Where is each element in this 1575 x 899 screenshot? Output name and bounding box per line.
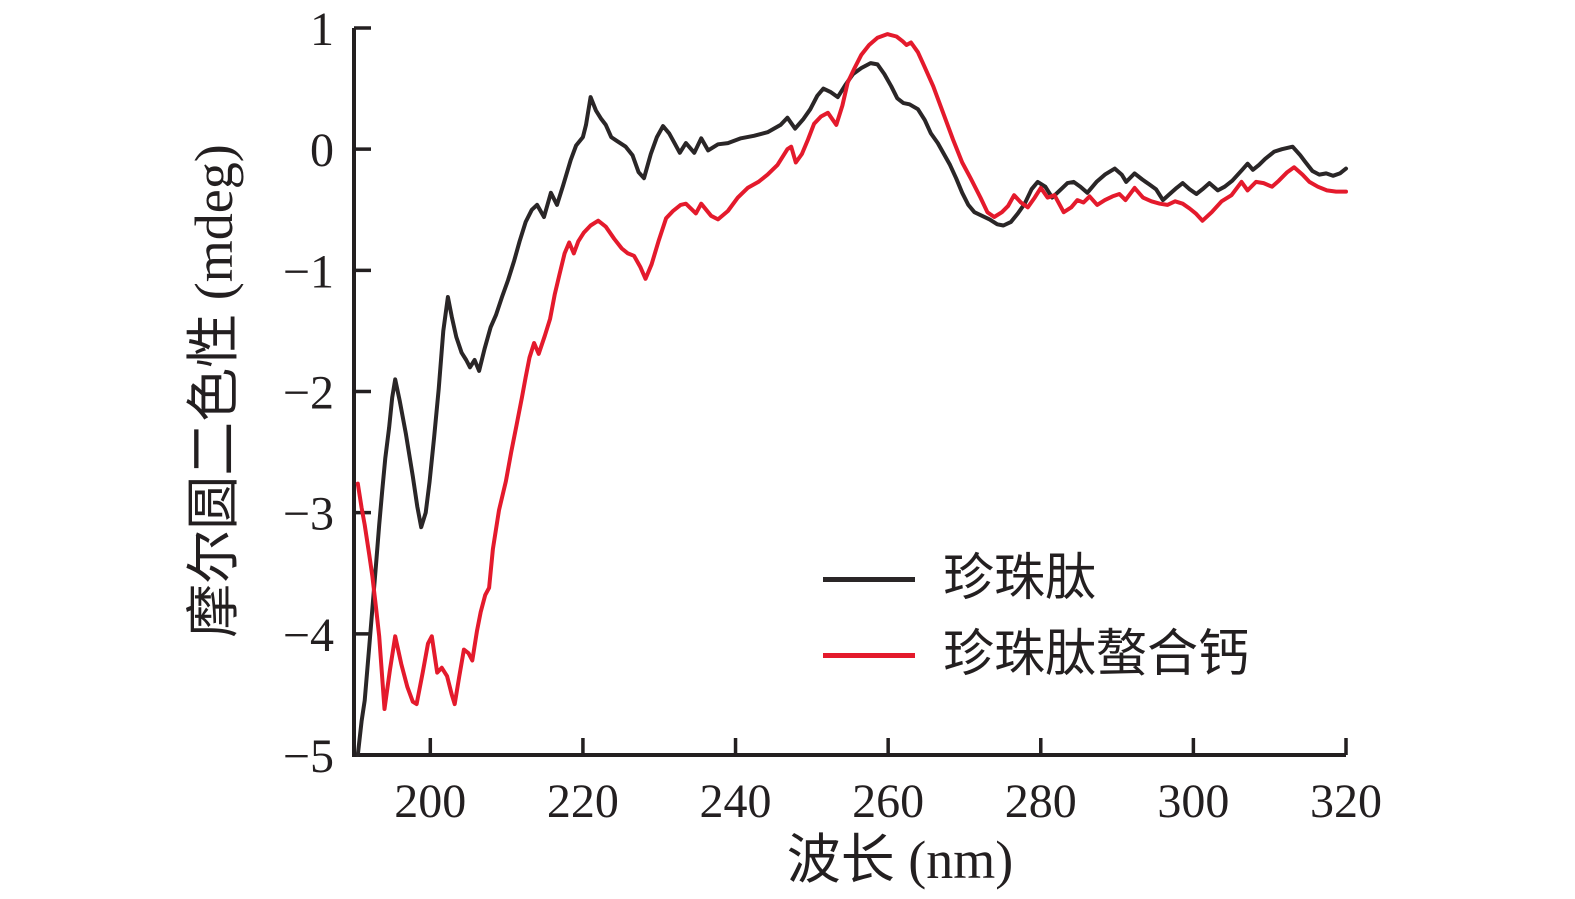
legend-item-pearl-peptide: 珍珠肽	[823, 548, 1249, 610]
x-axis-label: 波长 (nm)	[787, 830, 1013, 890]
data-series	[355, 32, 1348, 757]
x-tick-label: 280	[1005, 775, 1077, 828]
x-tick-label: 240	[700, 775, 772, 828]
black-line-swatch	[823, 576, 915, 582]
series-line-0	[355, 61, 1348, 757]
x-tick-label: 260	[852, 775, 924, 828]
x-tick-label: 220	[547, 775, 619, 828]
legend-item-pearl-peptide-chelated-calcium: 珍珠肽螯合钙	[823, 624, 1249, 686]
x-tick-label: 300	[1157, 775, 1229, 828]
series-line-1	[355, 32, 1348, 711]
y-tick-label: −5	[283, 730, 334, 783]
y-tick-label: 0	[310, 124, 334, 177]
red-line-swatch	[823, 652, 915, 658]
y-axis-label: 摩尔圆二色性 (mdeg)	[184, 144, 244, 637]
legend-label: 珍珠肽螯合钙	[943, 626, 1250, 683]
y-tick-label: 1	[310, 3, 334, 56]
legend: 珍珠肽 珍珠肽螯合钙	[823, 548, 1249, 686]
y-tick-label: −4	[283, 609, 334, 662]
y-tick-label: −2	[283, 367, 334, 420]
axes: 200 220 240 260 280 300 320 1 0 −1 −2 −3 −4 −5	[283, 3, 1382, 828]
y-tick-label: −3	[283, 488, 334, 541]
y-tick-label: −1	[283, 245, 334, 298]
x-tick-label: 200	[394, 775, 466, 828]
legend-label: 珍珠肽	[943, 550, 1097, 607]
x-tick-label: 320	[1310, 775, 1382, 828]
